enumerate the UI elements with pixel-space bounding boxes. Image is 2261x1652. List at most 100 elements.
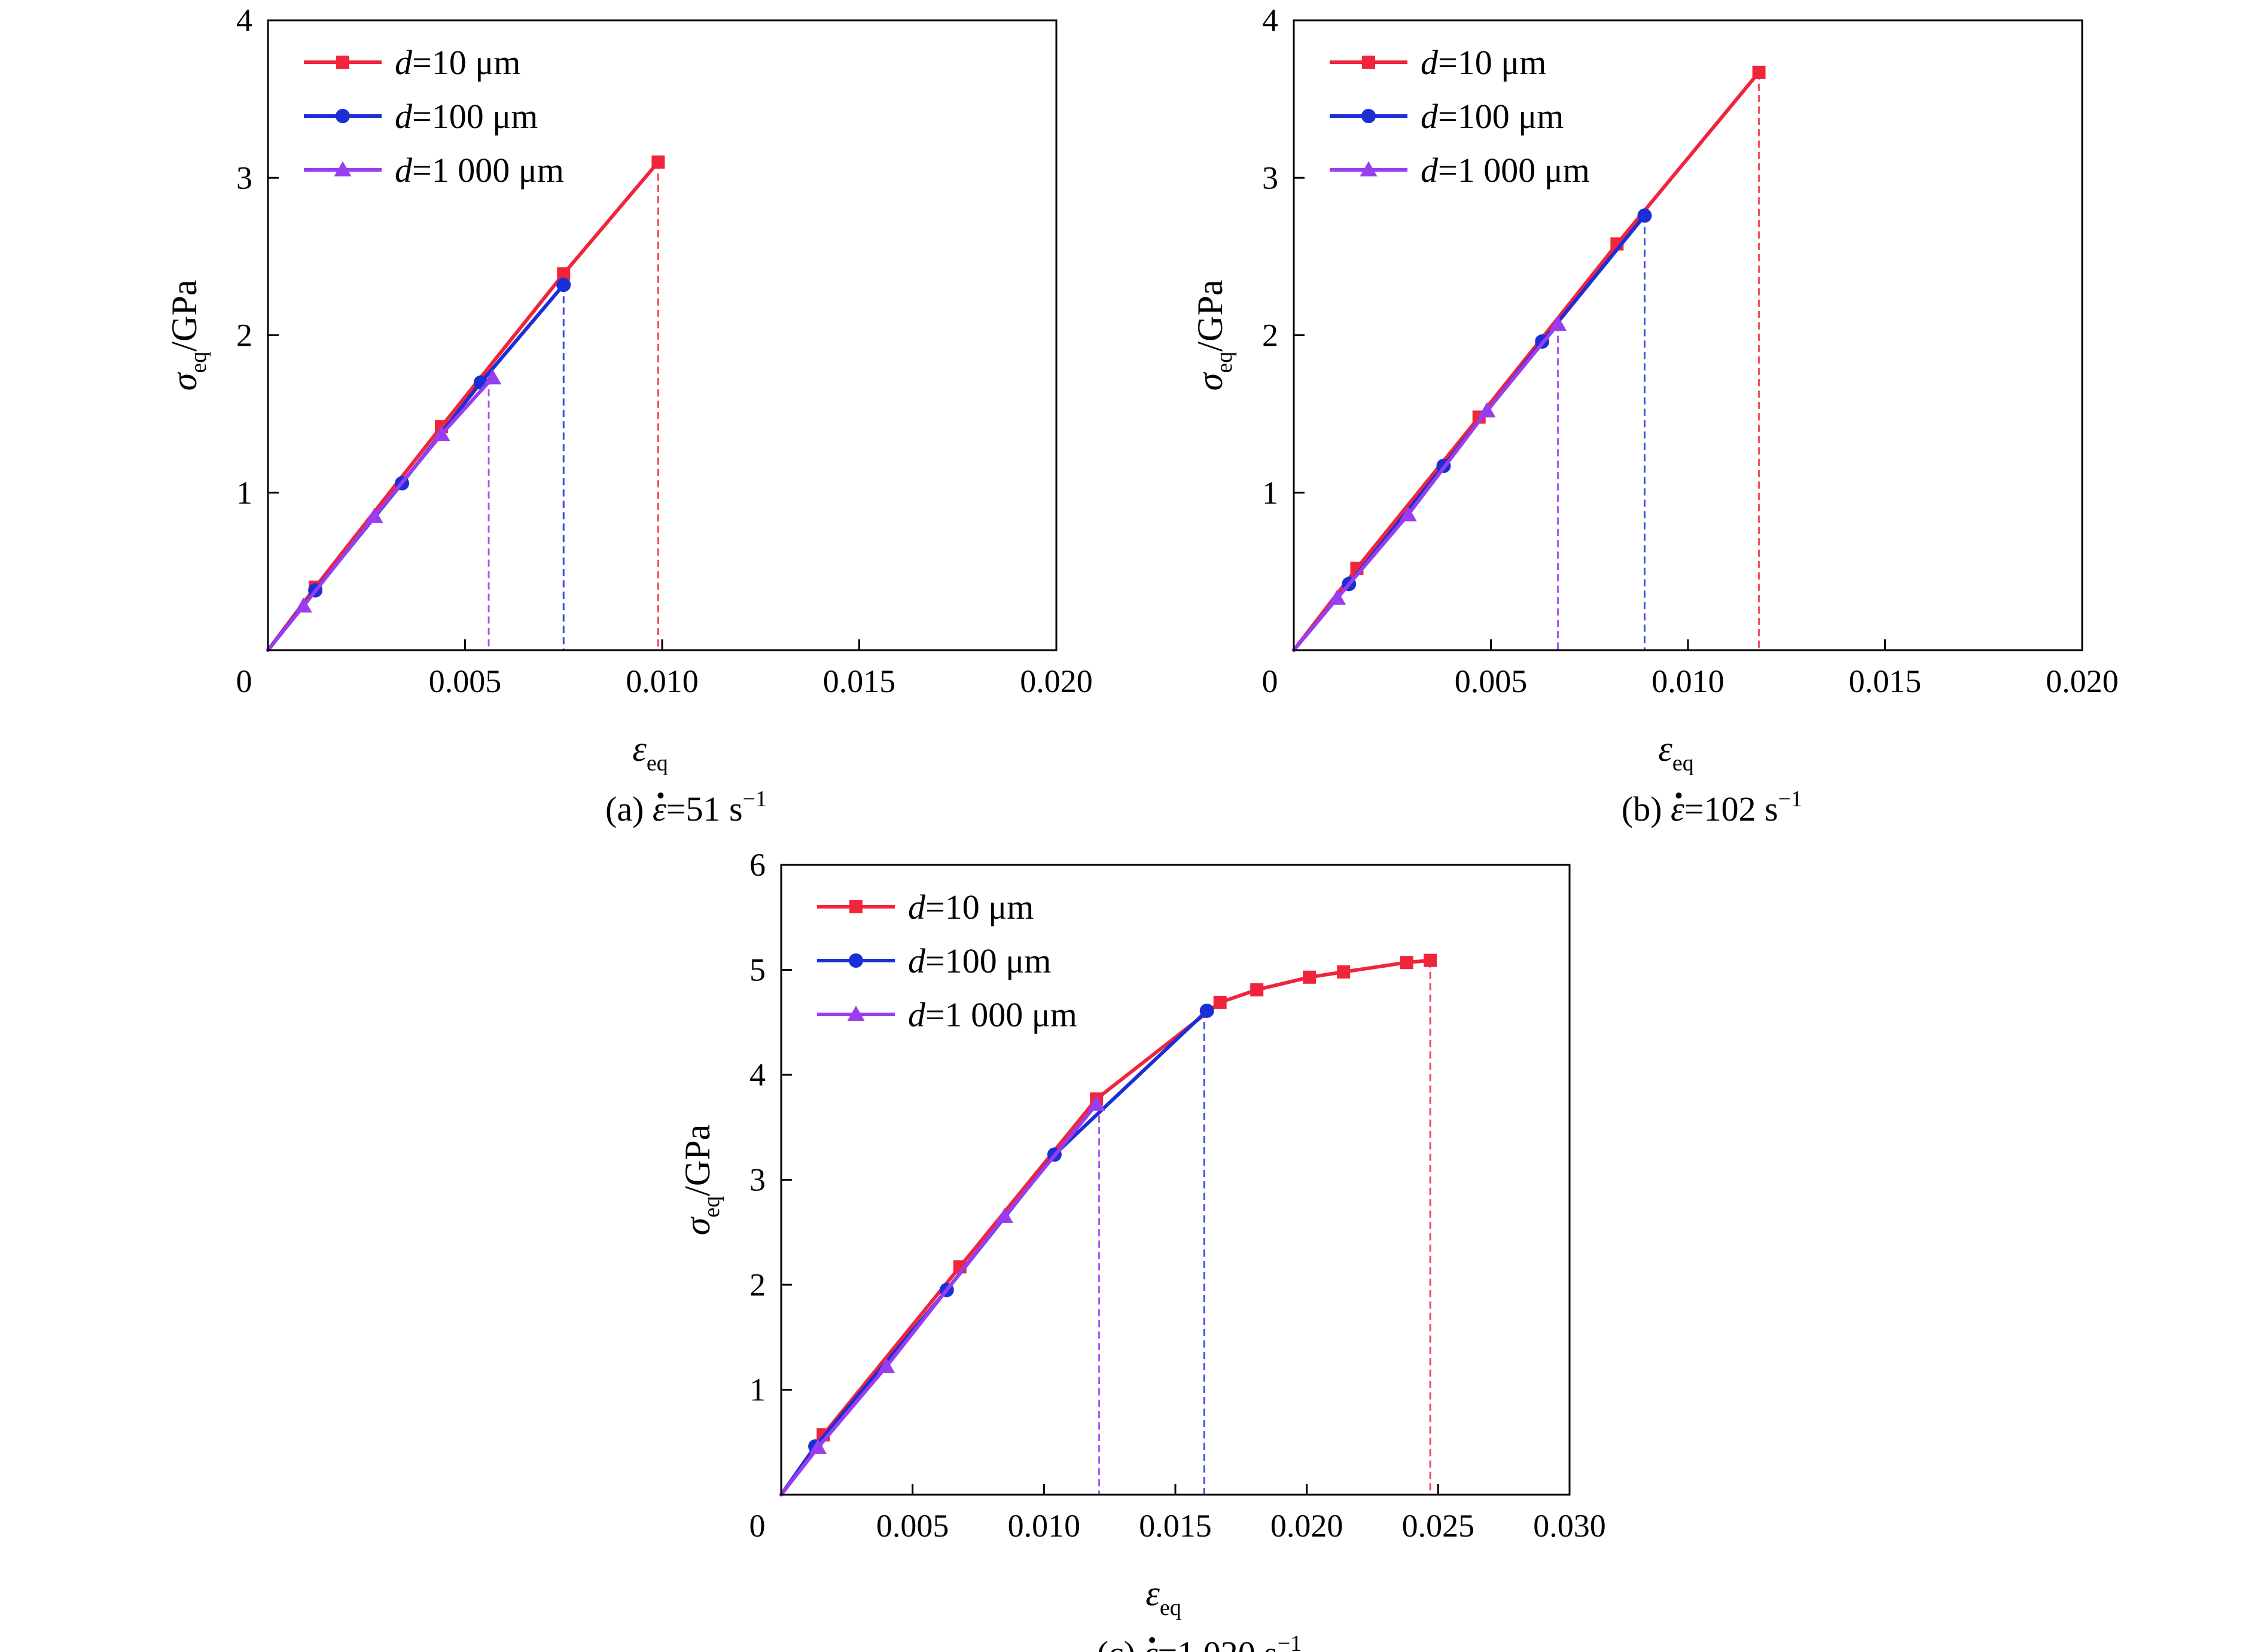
y-tick-label: 3 (1262, 160, 1278, 196)
rate-dot (1149, 1637, 1156, 1643)
legend-marker (849, 900, 863, 913)
rate-dot (1675, 793, 1682, 798)
x-tick-label: 0.020 (2046, 663, 2119, 699)
x-tick-label: 0.005 (1455, 663, 1528, 699)
legend-label: d=100 μm (1421, 97, 1564, 136)
legend: d=10 μm d=100 μm d=1 000 μm (304, 43, 564, 190)
series-line (779, 1102, 1099, 1496)
series-line (779, 958, 1433, 1496)
data-point (1752, 65, 1766, 79)
data-point (651, 155, 665, 169)
y-tick-label: 4 (1262, 2, 1278, 38)
x-axis-label: εeq (1658, 729, 1694, 776)
legend-marker (849, 953, 863, 968)
x-axis-label: εeq (632, 729, 668, 776)
data-point (1399, 506, 1417, 522)
x-tick-label: 0.010 (626, 663, 699, 699)
y-axis-label: σeq/GPa (678, 1124, 724, 1235)
data-point (809, 1438, 827, 1454)
x-tick-label: 0.025 (1402, 1508, 1475, 1544)
plot-frame (267, 19, 1058, 651)
series-1 (779, 953, 1437, 1496)
data-point (484, 369, 502, 385)
data-point (1400, 956, 1413, 970)
legend-item-3: d=1 000 μm (817, 995, 1077, 1034)
data-point (1303, 970, 1317, 984)
data-point (294, 597, 312, 613)
x-tick-label: 0.010 (1651, 663, 1724, 699)
y-tick-label: 6 (749, 847, 766, 883)
x-axis-label: εeq (1145, 1574, 1181, 1620)
legend-marker (847, 1005, 865, 1021)
plot-frame (780, 864, 1571, 1496)
y-tick-label: 1 (749, 1372, 766, 1408)
series-line (779, 1008, 1209, 1496)
legend-item-3: d=1 000 μm (304, 151, 564, 190)
legend-marker (334, 161, 352, 176)
y-axis-label: σeq/GPa (164, 280, 211, 391)
panel-caption: (c) ε=1 020 s−1 (1097, 1631, 1302, 1652)
x-tick-label: 0.015 (1139, 1508, 1212, 1544)
x-tick-label: 0.010 (1008, 1508, 1081, 1544)
y-tick-label: 2 (749, 1267, 766, 1303)
rate-dot (657, 793, 664, 798)
y-tick-label: 5 (749, 952, 766, 988)
legend-item-1: d=10 μm (304, 43, 520, 82)
chart-panel-c: 0.005 0.010 0.015 0.020 0.025 0.030 0 1 2 3 4 5 6 εeq… (678, 847, 1606, 1652)
data-point (556, 278, 571, 292)
legend-marker (336, 56, 349, 69)
series-2 (779, 1003, 1214, 1496)
x-tick-label: 0.020 (1270, 1508, 1343, 1544)
legend-item-1: d=10 μm (817, 888, 1034, 926)
data-point (365, 507, 383, 523)
data-point (1337, 965, 1351, 979)
legend: d=10 μm d=100 μm d=1 000 μm (1330, 43, 1590, 190)
legend: d=10 μm d=100 μm d=1 000 μm (817, 888, 1077, 1034)
y-tick-label: 1 (236, 475, 252, 511)
y-tick-label: 4 (749, 1057, 766, 1093)
panel-caption: (a) ε=51 s−1 (605, 787, 767, 828)
legend-label: d=100 μm (908, 941, 1051, 980)
data-point (557, 267, 571, 281)
y-tick-label: 2 (1262, 318, 1278, 353)
legend-label: d=1 000 μm (395, 151, 564, 190)
legend-item-2: d=100 μm (304, 97, 538, 136)
origin-label: 0 (1262, 663, 1278, 699)
y-tick-label: 3 (236, 160, 252, 196)
y-tick-label: 1 (1262, 475, 1278, 511)
legend-item-2: d=100 μm (1330, 97, 1564, 136)
data-point (1087, 1095, 1105, 1111)
legend-label: d=10 μm (395, 43, 520, 82)
x-tick-label: 0.030 (1533, 1508, 1606, 1544)
panel-caption: (b) ε=102 s−1 (1622, 787, 1802, 828)
data-point (1199, 1003, 1214, 1018)
y-tick-label: 2 (236, 318, 252, 353)
legend-label: d=10 μm (908, 888, 1034, 926)
data-point (1213, 995, 1227, 1009)
chart-panel-b: 0.005 0.010 0.015 0.020 0 1 2 3 4 εeq σeq/GPa d=10 … (1190, 2, 2119, 828)
data-point (1549, 315, 1567, 331)
x-tick-label: 0.020 (1020, 663, 1093, 699)
x-tick-label: 0.015 (1849, 663, 1922, 699)
series-3 (266, 369, 502, 652)
legend-marker (336, 109, 350, 123)
legend-marker (1360, 161, 1378, 176)
series-3 (779, 1095, 1105, 1496)
data-point (1250, 983, 1264, 996)
x-tick-label: 0.005 (429, 663, 502, 699)
y-tick-label: 3 (749, 1162, 766, 1198)
x-tick-label: 0.015 (823, 663, 896, 699)
data-point (1478, 402, 1496, 417)
legend-item-3: d=1 000 μm (1330, 151, 1590, 190)
data-point (432, 425, 450, 441)
legend-label: d=1 000 μm (908, 995, 1077, 1034)
legend-item-1: d=10 μm (1330, 43, 1546, 82)
plot-frame (1293, 19, 2083, 651)
legend-label: d=100 μm (395, 97, 538, 136)
data-point (1424, 953, 1437, 967)
legend-item-2: d=100 μm (817, 941, 1051, 980)
legend-marker (1362, 56, 1375, 69)
data-point (1328, 589, 1346, 605)
legend-label: d=1 000 μm (1421, 151, 1590, 190)
